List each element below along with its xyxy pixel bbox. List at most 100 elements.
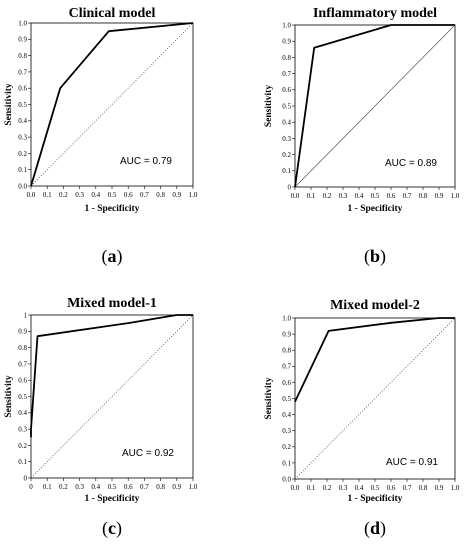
x-tick-label: 0.1 <box>43 191 52 199</box>
panel-letter: d <box>370 518 380 538</box>
x-axis-title: 1 - Specificity <box>348 494 403 504</box>
y-tick-label: 0.8 <box>18 344 27 352</box>
x-tick-label: 0.5 <box>371 192 380 200</box>
y-tick-label: 0.6 <box>282 379 291 387</box>
y-tick-label: 0.1 <box>18 166 27 174</box>
y-tick-label: 0.5 <box>18 101 27 109</box>
roc-curve-line <box>30 22 194 187</box>
y-tick-label: 0.3 <box>18 426 27 434</box>
y-tick-label: 0.6 <box>18 377 27 385</box>
reference-diagonal-line <box>30 314 194 479</box>
x-tick-label: 1.0 <box>189 483 198 491</box>
x-tick-label: 0.7 <box>403 484 412 492</box>
y-tick-label: 0.8 <box>18 52 27 60</box>
y-tick-label: 0 <box>288 183 292 191</box>
y-tick-label: 0.7 <box>282 363 291 371</box>
panel-label: (a) <box>102 246 123 267</box>
y-tick-label: 0.5 <box>18 393 27 401</box>
y-tick-label: 0.6 <box>18 85 27 93</box>
x-tick-label: 0.9 <box>435 192 444 200</box>
x-tick-label: 0.5 <box>371 484 380 492</box>
y-tick-label: 0.8 <box>282 54 291 62</box>
y-tick-label: 0.3 <box>282 135 291 143</box>
y-axis-title: Sensitivity <box>4 83 14 125</box>
roc-curve-line <box>30 314 193 438</box>
x-axis-title: 1 - Specificity <box>85 204 140 214</box>
x-tick-label: 0.4 <box>91 191 100 199</box>
y-tick-label: 0.2 <box>282 443 291 451</box>
roc-panel-c: Mixed model-1 0 0.1 0.2 0.3 0.4 0.5 0.6 0.7 0.8 0.… <box>4 296 198 539</box>
roc-curve-line <box>294 24 455 188</box>
y-tick-label: 0.5 <box>282 395 291 403</box>
y-tick-label: 0.2 <box>18 442 27 450</box>
y-axis-title: Sensitivity <box>264 377 274 419</box>
auc-annotation: AUC = 0.79 <box>120 156 172 167</box>
roc-panel-a: Clinical model 0.0 0.1 0.2 0.3 0.4 0.5 0.6 0.7 0.… <box>4 6 198 267</box>
x-tick-label: 0.3 <box>75 191 84 199</box>
roc-curve-line <box>294 317 455 403</box>
reference-diagonal-line <box>294 317 456 480</box>
y-tick-label: 0.4 <box>18 117 27 125</box>
x-tick-label: 0.0 <box>291 484 300 492</box>
x-tick-label: 0.6 <box>387 484 396 492</box>
panel-label: (c) <box>102 518 122 539</box>
x-tick-label: 0.4 <box>91 483 100 491</box>
x-tick-label: 0.2 <box>323 484 332 492</box>
y-tick-label: 0.4 <box>282 411 291 419</box>
x-tick-label: 0.4 <box>355 484 364 492</box>
x-tick-label: 0.8 <box>419 484 428 492</box>
x-tick-label: 0.7 <box>140 483 149 491</box>
x-tick-label: 0.2 <box>323 192 332 200</box>
y-tick-label: 0.9 <box>18 36 27 44</box>
y-tick-label: 0.4 <box>282 119 291 127</box>
x-tick-label: 0.3 <box>75 483 84 491</box>
reference-diagonal-line <box>30 22 194 187</box>
panel-label: (b) <box>364 246 386 267</box>
y-tick-label: 0.6 <box>282 86 291 94</box>
reference-diagonal-line <box>294 24 456 188</box>
x-tick-label: 0.3 <box>339 192 348 200</box>
y-tick-label: 0.1 <box>282 167 291 175</box>
x-tick-label: 0.7 <box>140 191 149 199</box>
y-tick-label: 1.0 <box>18 19 27 27</box>
x-tick-label: 0.6 <box>387 192 396 200</box>
y-tick-label: 0.8 <box>282 347 291 355</box>
y-tick-label: 0.9 <box>282 38 291 46</box>
x-tick-label: 0.5 <box>108 483 117 491</box>
x-tick-label: 0.6 <box>124 483 133 491</box>
panel-letter: c <box>108 518 116 538</box>
y-tick-label: 0.1 <box>282 459 291 467</box>
x-axis-title: 1 - Specificity <box>85 494 140 504</box>
x-tick-label: 0.1 <box>43 483 52 491</box>
y-axis-title: Sensitivity <box>264 85 274 127</box>
x-tick-label: 0.8 <box>156 191 165 199</box>
x-tick-label: 0.1 <box>307 484 316 492</box>
x-tick-label: 0.8 <box>419 192 428 200</box>
x-tick-label: 1.0 <box>451 484 460 492</box>
auc-annotation: AUC = 0.89 <box>385 158 437 169</box>
y-tick-label: 0.0 <box>18 182 27 190</box>
y-tick-label: 0.9 <box>282 331 291 339</box>
x-tick-label: 0.0 <box>27 191 36 199</box>
x-tick-label: 0.5 <box>108 191 117 199</box>
x-tick-label: 0.7 <box>403 192 412 200</box>
x-tick-label: 0.0 <box>291 192 300 200</box>
chart-title: Mixed model-1 <box>67 296 157 311</box>
y-tick-label: 0.3 <box>18 134 27 142</box>
x-tick-label: 0.2 <box>59 191 68 199</box>
y-tick-label: 0.7 <box>18 360 27 368</box>
roc-panel-b: Inflammatory model 0.0 0.1 0.2 0.3 0.4 0.5 0.6 0… <box>264 6 460 267</box>
chart-title: Mixed model-2 <box>330 298 420 313</box>
x-tick-label: 0.6 <box>124 191 133 199</box>
roc-panel-d: Mixed model-2 0.0 0.1 0.2 0.3 0.4 0.5 0.6 0.7 0.8… <box>264 298 460 539</box>
y-tick-label: 0.9 <box>18 328 27 336</box>
y-tick-label: 1.0 <box>282 314 291 322</box>
y-axis-title: Sensitivity <box>4 375 14 417</box>
y-tick-label: 0.2 <box>18 150 27 158</box>
x-tick-label: 1.0 <box>451 192 460 200</box>
x-tick-label: 0.4 <box>355 192 364 200</box>
x-tick-label: 0 <box>29 483 33 491</box>
x-tick-label: 0.9 <box>435 484 444 492</box>
x-tick-label: 0.1 <box>307 192 316 200</box>
